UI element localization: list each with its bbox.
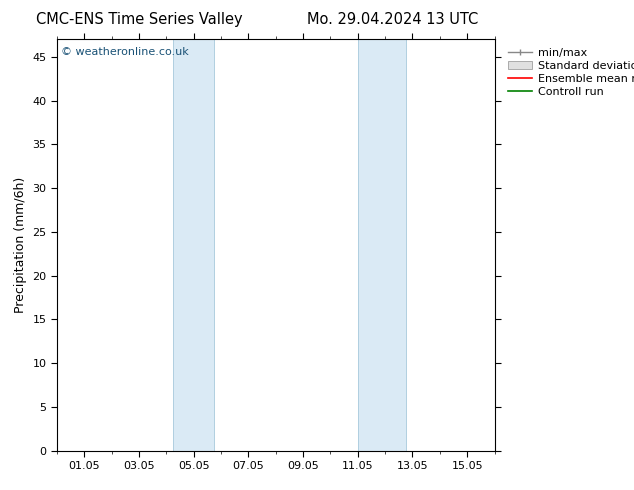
Bar bbox=[358, 39, 406, 451]
Legend: min/max, Standard deviation, Ensemble mean run, Controll run: min/max, Standard deviation, Ensemble me… bbox=[505, 45, 634, 100]
Text: Mo. 29.04.2024 13 UTC: Mo. 29.04.2024 13 UTC bbox=[307, 12, 479, 27]
Text: CMC-ENS Time Series Valley: CMC-ENS Time Series Valley bbox=[36, 12, 243, 27]
Bar bbox=[173, 39, 214, 451]
Text: © weatheronline.co.uk: © weatheronline.co.uk bbox=[61, 48, 189, 57]
Y-axis label: Precipitation (mm/6h): Precipitation (mm/6h) bbox=[14, 177, 27, 313]
